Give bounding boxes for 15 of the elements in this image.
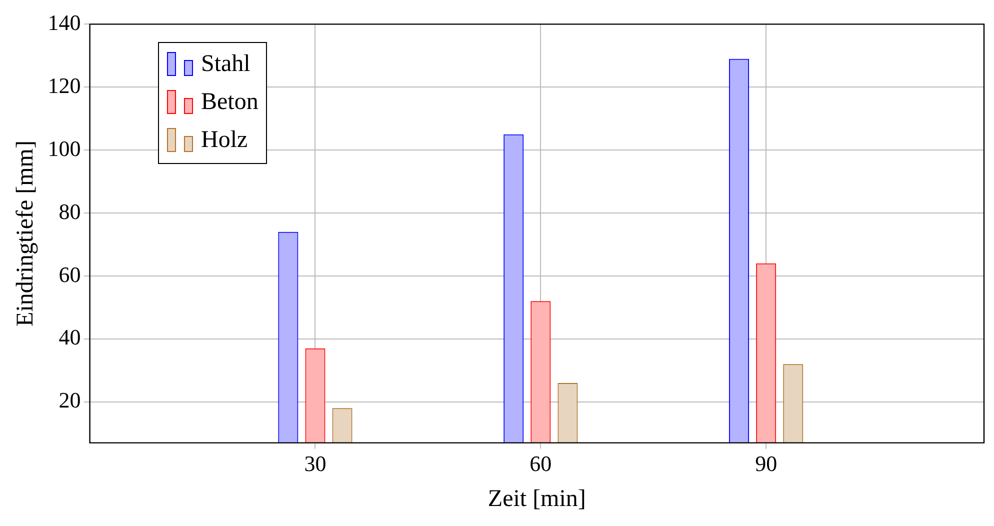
y-tick-label: 80 <box>58 198 81 224</box>
y-tick-label: 40 <box>58 324 81 350</box>
legend-label: Beton <box>201 88 258 116</box>
legend-label: Stahl <box>201 50 250 78</box>
y-tick-label: 140 <box>48 10 81 35</box>
legend-label: Holz <box>201 126 248 154</box>
y-tick-label: 60 <box>58 262 81 287</box>
x-tick-label: 90 <box>755 450 778 476</box>
x-tick-label: 60 <box>530 450 552 476</box>
x-tick-label: 30 <box>304 450 326 476</box>
y-tick-label: 100 <box>48 136 81 161</box>
y-tick-label: 20 <box>58 388 81 413</box>
y-axis-title: Eindringtiefe [mm] <box>12 140 39 326</box>
x-axis-title: Zeit [min] <box>488 486 586 512</box>
y-tick-label: 120 <box>48 72 81 98</box>
